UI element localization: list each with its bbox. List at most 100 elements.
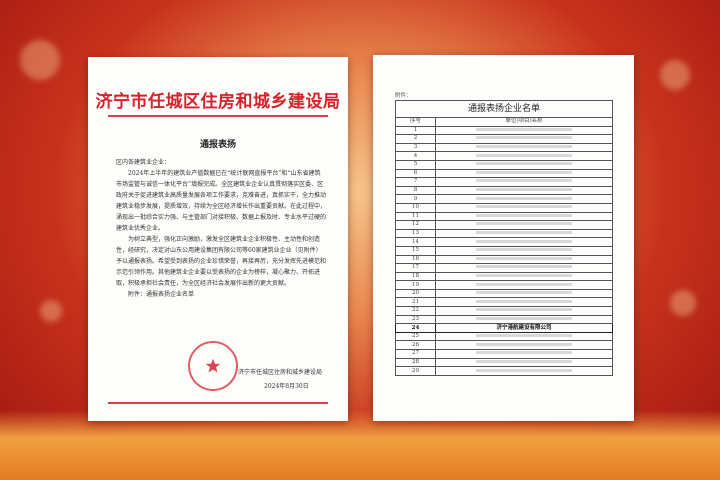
table-row: 2	[395, 134, 613, 144]
row-index: 3	[395, 142, 436, 153]
bokeh-light	[20, 40, 60, 80]
row-index: 28	[395, 357, 436, 368]
blurred-name	[475, 196, 573, 200]
table-row: 3	[395, 142, 613, 153]
bokeh-light	[670, 290, 696, 316]
row-index: 5	[395, 159, 436, 170]
row-index: 22	[395, 306, 436, 316]
header-name: 单位(项目)名称	[435, 117, 613, 127]
red-divider	[108, 402, 328, 404]
blurred-name	[475, 256, 573, 260]
blurred-name	[475, 265, 573, 269]
blurred-name	[475, 170, 573, 174]
blurred-name	[475, 248, 573, 252]
table-row: 20	[395, 288, 613, 299]
blurred-name	[475, 205, 573, 209]
blurred-name	[475, 179, 573, 183]
row-company-name	[435, 134, 613, 144]
row-company-name	[435, 211, 613, 222]
row-index: 25	[395, 331, 436, 342]
row-company-name	[435, 357, 613, 368]
blurred-name	[475, 188, 573, 192]
row-index: 27	[395, 349, 436, 359]
blurred-name	[475, 282, 573, 286]
row-company-name	[435, 125, 613, 136]
table-row: 11	[395, 211, 613, 222]
date: 2024年8月30日	[264, 383, 309, 390]
star-icon	[205, 358, 221, 373]
row-company-name	[435, 142, 613, 153]
row-index: 26	[395, 340, 436, 351]
blurred-name	[475, 291, 573, 295]
row-company-name	[435, 168, 613, 179]
table-row: 9	[395, 194, 613, 204]
row-index: 9	[395, 194, 436, 204]
row-index: 15	[395, 245, 436, 256]
blurred-name	[475, 334, 573, 338]
row-company-name: 济宁港航建设有限公司	[435, 323, 613, 333]
row-company-name	[435, 288, 613, 299]
table-row: 22	[395, 306, 613, 316]
row-company-name	[435, 185, 613, 196]
salutation: 区内各建筑业企业：	[116, 159, 171, 166]
row-index: 14	[395, 237, 436, 247]
document-body: 区内各建筑业企业： 2024年上半年的建筑业产值数据已在“统计联网直报平台”和“…	[116, 157, 326, 300]
table-row: 25	[395, 331, 613, 342]
table-row: 21	[395, 297, 613, 308]
row-index: 29	[395, 366, 436, 376]
table-row: 27	[395, 349, 613, 359]
blurred-name	[475, 153, 573, 157]
blurred-name	[475, 136, 573, 140]
row-company-name	[435, 151, 613, 161]
row-index: 1	[395, 125, 436, 136]
table-row: 5	[395, 159, 613, 170]
official-seal	[188, 341, 238, 391]
table-row: 10	[395, 202, 613, 213]
paragraph: 2024年上半年的建筑业产值数据已在“统计联网直报平台”和“山东省建筑市场监管与…	[116, 170, 327, 232]
row-index: 18	[395, 271, 436, 282]
blurred-name	[475, 213, 573, 217]
row-index: 23	[395, 314, 436, 325]
table-row: 26	[395, 340, 613, 351]
row-company-name	[435, 254, 613, 265]
blurred-name	[475, 273, 573, 277]
paragraph: 为树立典型，强化正向激励，激发全区建筑业企业积极性、主动性和创造性，经研究，决定…	[116, 236, 327, 287]
table-row: 29	[395, 366, 613, 376]
table-row: 1	[395, 125, 613, 136]
row-company-name	[435, 263, 613, 273]
bokeh-light	[40, 300, 62, 322]
row-company-name	[435, 194, 613, 204]
row-index: 21	[395, 297, 436, 308]
company-list-table: 通报表扬企业名单 序号 单位(项目)名称 1 2 3 4 5 6 7 8 9 10 11 12 13 14 1…	[395, 100, 613, 376]
row-index: 19	[395, 280, 436, 290]
row-company-name	[435, 237, 613, 247]
row-company-name	[435, 280, 613, 290]
table-row: 17	[395, 263, 613, 273]
table-row: 8	[395, 185, 613, 196]
row-company-name	[435, 159, 613, 170]
row-company-name	[435, 271, 613, 282]
row-company-name	[435, 245, 613, 256]
red-divider	[108, 115, 328, 117]
row-company-name	[435, 340, 613, 351]
table-row: 23	[395, 314, 613, 325]
blurred-name	[475, 351, 573, 355]
header-index: 序号	[395, 117, 436, 127]
table-title: 通报表扬企业名单	[395, 100, 613, 118]
document-title: 通报表扬	[199, 140, 236, 150]
blurred-name	[475, 222, 573, 226]
row-company-name	[435, 331, 613, 342]
row-company-name	[435, 366, 613, 376]
table-row: 19	[395, 280, 613, 290]
table-row: 12	[395, 220, 613, 230]
issuer-header: 济宁市任城区住房和城乡建设局	[95, 92, 341, 112]
row-index: 7	[395, 177, 436, 187]
row-index: 4	[395, 151, 436, 161]
notice-document: 济宁市任城区住房和城乡建设局 通报表扬 区内各建筑业企业： 2024年上半年的建…	[88, 57, 348, 421]
row-index: 11	[395, 211, 436, 222]
table-row: 28	[395, 357, 613, 368]
blurred-name	[475, 368, 573, 372]
table-row: 18	[395, 271, 613, 282]
table-row: 14	[395, 237, 613, 247]
row-index: 20	[395, 288, 436, 299]
